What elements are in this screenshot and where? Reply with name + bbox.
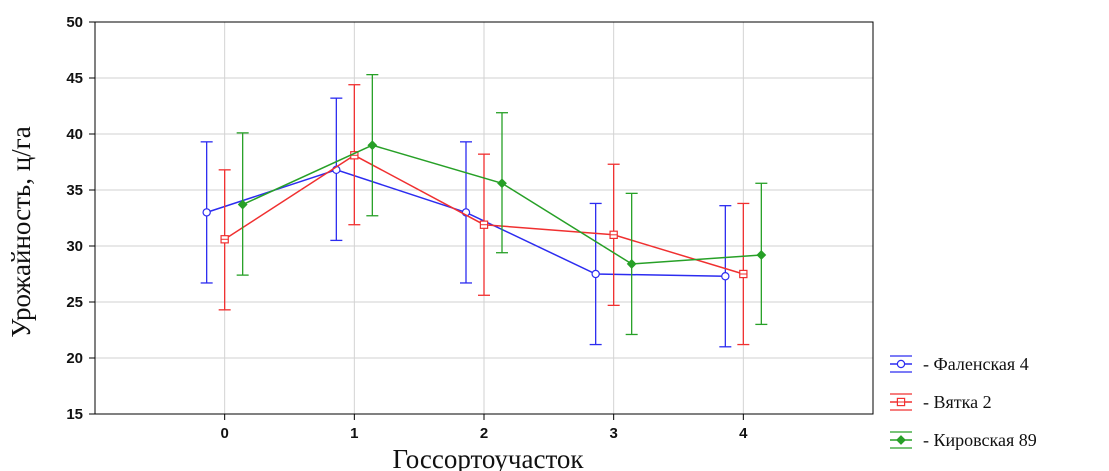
plot-frame: [94, 21, 874, 415]
marker-diamond: [626, 259, 637, 269]
y-tick-label: 35: [66, 182, 83, 199]
y-tick-label: 20: [66, 350, 83, 367]
series-1: [200, 97, 732, 348]
legend-item-3: - Кировская 89: [890, 430, 1037, 450]
x-tick-label: 3: [609, 425, 617, 442]
label-layer: Госсортоучасток Урожайность, ц/га: [6, 126, 584, 471]
legend-item-2: - Вятка 2: [890, 392, 992, 412]
x-tick-label: 2: [480, 425, 488, 442]
y-tick-label: 15: [66, 406, 83, 423]
legend-item-1: - Фаленская 4: [890, 354, 1029, 374]
marker-circle: [896, 359, 906, 369]
y-tick-label: 45: [66, 70, 83, 87]
x-axis-title: Госсортоучасток: [392, 444, 584, 471]
series-layer: [200, 73, 768, 348]
marker-circle: [202, 208, 211, 217]
x-tick-label: 0: [220, 425, 228, 442]
marker-circle: [591, 269, 600, 279]
legend-label: - Фаленская 4: [923, 354, 1029, 374]
x-tick-label: 4: [739, 425, 748, 442]
axes-layer: 15 20 25 30 35 40 45 50 0 1 2 3 4: [66, 14, 874, 442]
y-tick-label: 50: [66, 14, 83, 31]
y-tick-label: 25: [66, 294, 83, 311]
marker-diamond: [756, 250, 767, 260]
marker-circle: [721, 272, 730, 281]
marker-diamond: [367, 140, 378, 151]
legend-label: - Вятка 2: [923, 392, 992, 412]
y-tick-label: 30: [66, 238, 83, 255]
marker-diamond: [497, 178, 507, 189]
marker-diamond: [896, 435, 906, 445]
legend: - Фаленская 4 - Вятка 2 - Кировская 89: [890, 354, 1037, 450]
series-2: [218, 84, 750, 346]
y-tick-label: 40: [66, 126, 83, 143]
legend-label: - Кировская 89: [923, 430, 1037, 450]
x-tick-label: 1: [350, 425, 358, 442]
series-3: [236, 73, 768, 336]
y-axis-title: Урожайность, ц/га: [6, 126, 36, 337]
marker-diamond: [237, 199, 248, 210]
